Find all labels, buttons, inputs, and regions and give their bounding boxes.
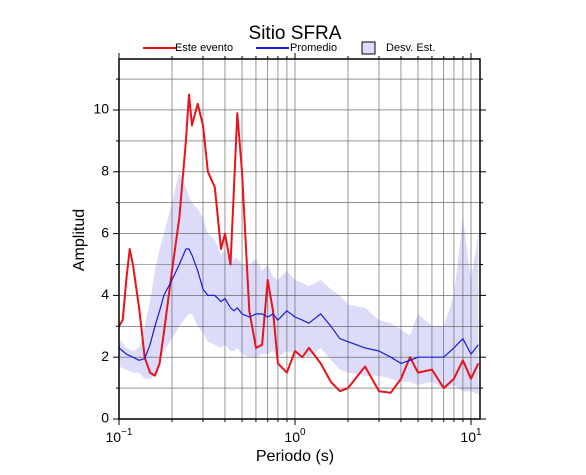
y-tick-label: 10 (93, 101, 109, 117)
x-tick-label: 101 (460, 427, 482, 445)
legend-label: Este evento (175, 42, 233, 54)
band-layer (119, 171, 479, 395)
series-line (118, 248, 479, 364)
x-tick-label: 10−1 (106, 427, 133, 445)
std-band (119, 171, 479, 395)
grid-layer (118, 59, 480, 420)
chart-title: Sitio SFRA (249, 23, 342, 44)
x-tick-exponent: 1 (476, 427, 482, 438)
series-line (118, 93, 480, 394)
x-tick-exponent: −1 (121, 427, 133, 438)
x-tick-label: 100 (284, 427, 306, 445)
y-tick-label: 8 (101, 162, 109, 178)
x-tick-base: 10 (106, 429, 122, 445)
x-axis-label: Periodo (s) (256, 448, 334, 465)
y-tick-label: 2 (101, 348, 109, 364)
y-tick-label: 4 (101, 286, 109, 302)
y-tick-label: 0 (101, 410, 109, 426)
legend-label: Promedio (290, 42, 337, 54)
x-tick-exponent: 0 (300, 427, 306, 438)
y-axis-label: Amplitud (71, 209, 88, 271)
line-layer (118, 93, 480, 394)
legend-label: Desv. Est. (386, 42, 435, 54)
x-tick-base: 10 (460, 429, 476, 445)
legend-swatch (361, 41, 376, 55)
plot-frame (118, 58, 481, 420)
x-tick-base: 10 (284, 429, 300, 445)
y-tick-label: 6 (101, 224, 109, 240)
